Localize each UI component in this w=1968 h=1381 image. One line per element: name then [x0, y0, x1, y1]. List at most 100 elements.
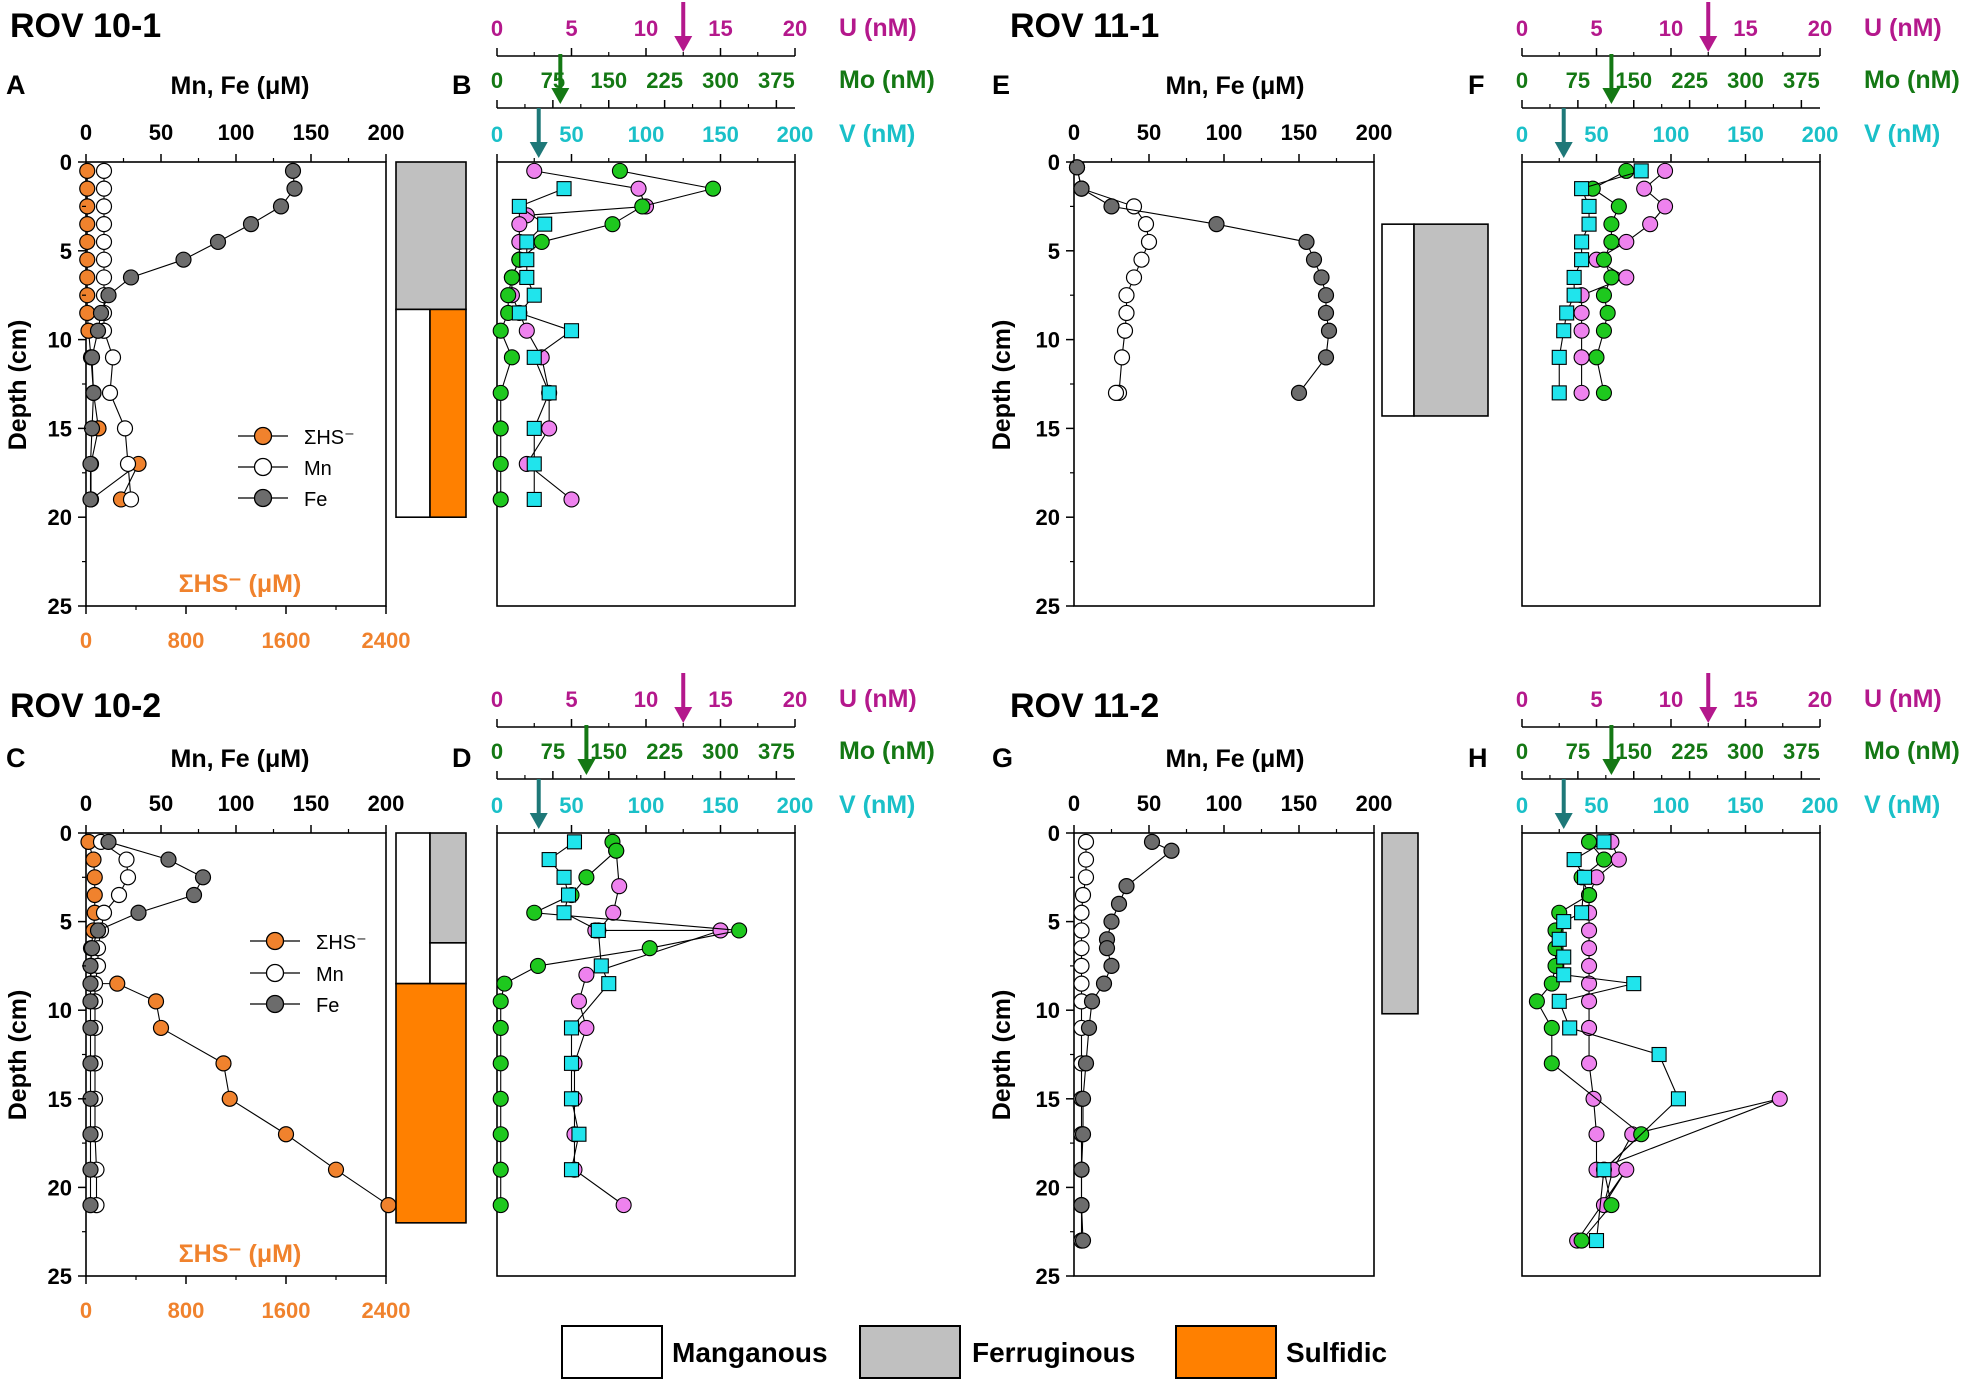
panel-b-u-axis-label: U (nM): [839, 14, 917, 42]
panel-f-v-tick: 150: [1727, 122, 1764, 147]
panel-c-fe-point: [82, 1126, 99, 1143]
panel-a-mn-point: [101, 384, 119, 401]
panel-c-fe-point: [82, 993, 99, 1010]
panel-a-mn-point: [116, 420, 134, 437]
panel-c-hs-tick: 800: [168, 1298, 205, 1323]
panel-b-mo-point: [492, 420, 509, 437]
panel-b-v-point: [526, 456, 542, 472]
panel-c-fe-point: [100, 833, 117, 850]
panel-b-v-tick: 200: [777, 122, 814, 147]
panel-h-v-axis-label: V (nM): [1864, 791, 1940, 819]
panel-f-v-point: [1574, 181, 1590, 197]
panel-a-hs-tick: 1600: [262, 628, 311, 653]
panel-c-x-tick: 50: [149, 791, 173, 816]
panel-f-mo-point: [1618, 162, 1635, 179]
panel-f-v-point: [1574, 234, 1590, 250]
panel-b-v-tick: 100: [628, 122, 665, 147]
panel-f-mo-point: [1603, 233, 1620, 250]
panel-f-v-point: [1566, 287, 1582, 303]
panel-a-hs-point: [79, 198, 96, 215]
panel-d-u-arrow: [674, 707, 693, 723]
panel-h-u-point: [1581, 1019, 1598, 1036]
panel-b-mo-point: [492, 384, 509, 401]
zone-10-2-sulfidic: [395, 982, 467, 1224]
panel-h-v-point: [1596, 1162, 1612, 1178]
panel-f-u-tick: 15: [1733, 16, 1757, 41]
panel-c-y-tick: 25: [48, 1264, 72, 1289]
panel-a-fe-point: [83, 420, 101, 437]
panel-b-v-tick: 150: [702, 122, 739, 147]
panel-c-hs-point: [147, 993, 165, 1010]
panel-b-u-point: [526, 162, 543, 179]
panel-d-mo-arrow: [577, 759, 596, 775]
panel-g-mn-point: [1073, 975, 1090, 992]
panel-f-v-point: [1581, 198, 1597, 214]
panel-d-v-point: [563, 1162, 580, 1178]
station-title-rov-11-2: ROV 11-2: [1010, 687, 1159, 725]
panel-a-hs-tick: 0: [80, 628, 92, 653]
panel-b-u-tick: 15: [708, 16, 732, 41]
panel-b-v-point: [563, 323, 580, 339]
panel-a-fe-point: [82, 455, 99, 473]
panel-g-x-tick: 50: [1137, 791, 1161, 816]
panel-d-v-point: [590, 922, 606, 939]
panel-letter-e: E: [992, 70, 1010, 100]
legend-fe-marker: [265, 994, 285, 1014]
panel-b-mo-point: [611, 162, 628, 179]
panel-h-mo-point: [1603, 1197, 1620, 1214]
panel-e-fe-point: [1103, 198, 1120, 215]
panel-h-v-point: [1596, 834, 1612, 850]
zone-10-2-manganous: [395, 832, 431, 985]
panel-b-mo-point: [492, 455, 509, 472]
panel-a-mn-point: [95, 269, 113, 286]
panel-a-mn-point: [95, 162, 113, 179]
panel-f-v-tick: 100: [1653, 122, 1690, 147]
panel-h-mo-tick: 225: [1671, 739, 1708, 764]
panel-g-x-tick: 0: [1068, 791, 1080, 816]
panel-f-u-point: [1656, 198, 1674, 215]
panel-e-fe-point: [1298, 233, 1315, 251]
panel-b-u-point: [511, 216, 528, 233]
panel-f-u-point: [1618, 269, 1635, 286]
panel-b-mo-arrow: [551, 88, 570, 104]
panel-f-u-point: [1656, 162, 1674, 179]
panel-e-fe-point: [1290, 384, 1308, 401]
panel-e-mn-point: [1140, 233, 1158, 251]
panel-f-mo-point: [1603, 269, 1620, 286]
panel-h-mo-tick: 0: [1516, 739, 1528, 764]
panel-h-v-tick: 100: [1653, 793, 1690, 818]
panel-g-mn-point: [1077, 869, 1095, 886]
panel-f-mo-tick: 0: [1516, 68, 1528, 93]
panel-d-mo-point: [492, 1090, 509, 1107]
panel-f-mo-tick: 75: [1566, 68, 1590, 93]
panel-h-v-point: [1551, 931, 1567, 947]
panel-b-mo-tick: 150: [590, 68, 627, 93]
panel-c-fe-point: [160, 851, 177, 868]
panel-f-u-point: [1618, 233, 1635, 250]
panel-e-y-label: Depth (cm): [988, 320, 1016, 451]
panel-h-u-tick: 15: [1733, 687, 1757, 712]
panel-e-mn-point: [1118, 304, 1135, 322]
panel-c-legend: ΣHS⁻ Mn Fe: [250, 931, 367, 1017]
panel-b-mo-point: [503, 269, 520, 286]
panel-e-mn-point: [1125, 198, 1143, 215]
legend-hs-label: ΣHS⁻: [316, 932, 367, 954]
panel-g-fe-point: [1073, 1161, 1090, 1178]
panel-c-hs-point: [85, 851, 102, 868]
panel-letter-b: B: [452, 70, 472, 100]
panel-a-mn-point: [95, 198, 113, 215]
panel-c-fe-point: [82, 1197, 99, 1214]
panel-d-u-point: [611, 878, 628, 895]
panel-d-u-point: [605, 904, 622, 921]
panel-h-mo-axis-label: Mo (nM): [1864, 737, 1960, 765]
panel-g-fe-point: [1103, 957, 1120, 975]
panel-g-fe-point: [1080, 1019, 1098, 1037]
panel-b-mo-point: [492, 322, 509, 339]
panel-b-v-point: [541, 385, 557, 401]
panel-c-fe-point: [82, 1055, 99, 1072]
panel-g-mn-point: [1073, 957, 1090, 975]
panel-f-mo-point: [1610, 198, 1627, 215]
panel-e-fe-point: [1317, 349, 1335, 366]
panel-d-u-point: [578, 966, 595, 983]
